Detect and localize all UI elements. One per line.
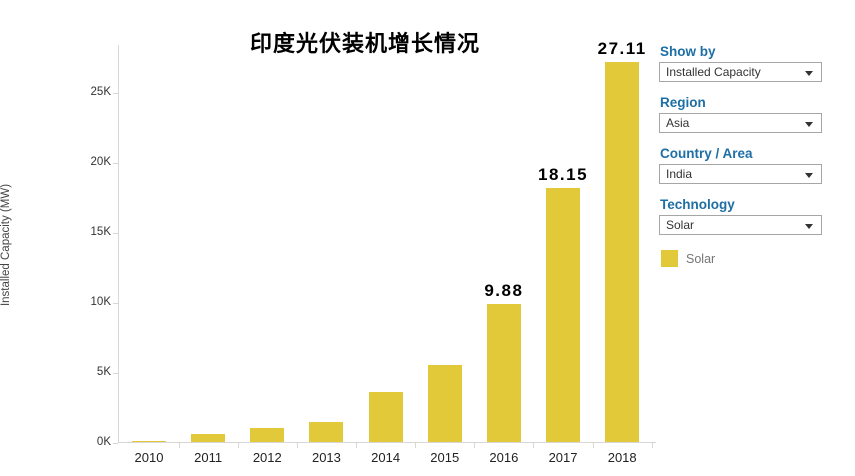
bar-2014[interactable] bbox=[368, 392, 403, 442]
x-tick-mark bbox=[474, 443, 475, 448]
chevron-down-icon bbox=[805, 71, 813, 76]
bar-2010[interactable] bbox=[132, 441, 166, 442]
region-dropdown[interactable]: Asia bbox=[659, 113, 822, 133]
x-tick-mark bbox=[593, 443, 594, 448]
bar-2017[interactable] bbox=[546, 188, 581, 442]
showby-label: Show by bbox=[660, 44, 716, 59]
x-tick-label-2013: 2013 bbox=[311, 450, 341, 465]
country-dropdown[interactable]: India bbox=[659, 164, 822, 184]
bar-2016[interactable] bbox=[486, 304, 521, 442]
y-tick-label: 20K bbox=[90, 156, 111, 168]
technology-dropdown[interactable]: Solar bbox=[659, 215, 822, 235]
bar-2018[interactable] bbox=[605, 62, 640, 442]
technology-label: Technology bbox=[660, 197, 735, 212]
plot-area: 0K 5K 10K 15K 20K 25K 2010 2011 2012 2013 2014 2015… bbox=[91, 39, 656, 465]
showby-value: Installed Capacity bbox=[666, 65, 761, 79]
x-tick-mark bbox=[238, 443, 239, 448]
bar-2013[interactable] bbox=[309, 422, 344, 442]
x-tick-label-2011: 2011 bbox=[194, 450, 223, 465]
y-tick-label: 15K bbox=[90, 226, 111, 238]
x-tick-mark bbox=[356, 443, 357, 448]
y-tick-mark bbox=[113, 163, 118, 164]
x-tick-label-2010: 2010 bbox=[134, 450, 164, 465]
y-tick-mark bbox=[113, 373, 118, 374]
bar-value-label-2016: 9.88 bbox=[484, 281, 524, 300]
y-axis-title: Installed Capacity (MW) bbox=[0, 183, 12, 307]
y-tick-mark bbox=[113, 93, 118, 94]
filter-panel: Show by Installed Capacity Region Asia C… bbox=[659, 0, 829, 300]
chevron-down-icon bbox=[805, 173, 813, 178]
chevron-down-icon bbox=[805, 122, 813, 127]
x-tick-mark bbox=[652, 443, 653, 448]
x-tick-label-2018: 2018 bbox=[607, 450, 637, 465]
y-tick-mark bbox=[113, 443, 118, 444]
y-tick-label: 25K bbox=[90, 86, 111, 98]
showby-dropdown[interactable]: Installed Capacity bbox=[659, 62, 822, 82]
x-tick-mark bbox=[415, 443, 416, 448]
chevron-down-icon bbox=[805, 224, 813, 229]
y-tick-label: 5K bbox=[96, 366, 111, 378]
x-tick-label-2016: 2016 bbox=[489, 450, 519, 465]
bar-value-label-2018: 27.11 bbox=[597, 39, 647, 58]
x-tick-label-2017: 2017 bbox=[548, 450, 578, 465]
x-tick-label-2014: 2014 bbox=[371, 450, 401, 465]
x-tick-label-2015: 2015 bbox=[430, 450, 460, 465]
x-tick-mark bbox=[533, 443, 534, 448]
bar-value-label-2017: 18.15 bbox=[538, 165, 589, 184]
legend-label-solar: Solar bbox=[686, 252, 716, 266]
region-value: Asia bbox=[666, 116, 690, 130]
bar-2012[interactable] bbox=[250, 428, 285, 442]
bar-2011[interactable] bbox=[191, 434, 226, 442]
chart-title: 印度光伏装机增长情况 bbox=[249, 31, 480, 57]
country-value: India bbox=[666, 167, 693, 181]
y-tick-label: 10K bbox=[90, 296, 111, 308]
bar-2015[interactable] bbox=[427, 365, 462, 442]
country-label: Country / Area bbox=[660, 146, 753, 161]
technology-value: Solar bbox=[666, 218, 695, 232]
y-tick-mark bbox=[113, 233, 118, 234]
y-tick-label: 0K bbox=[96, 436, 111, 448]
region-label: Region bbox=[660, 95, 706, 110]
x-tick-label-2012: 2012 bbox=[252, 450, 282, 465]
legend-swatch-solar[interactable] bbox=[661, 250, 678, 267]
x-tick-mark bbox=[297, 443, 298, 448]
x-tick-mark bbox=[179, 443, 180, 448]
y-tick-mark bbox=[113, 303, 118, 304]
